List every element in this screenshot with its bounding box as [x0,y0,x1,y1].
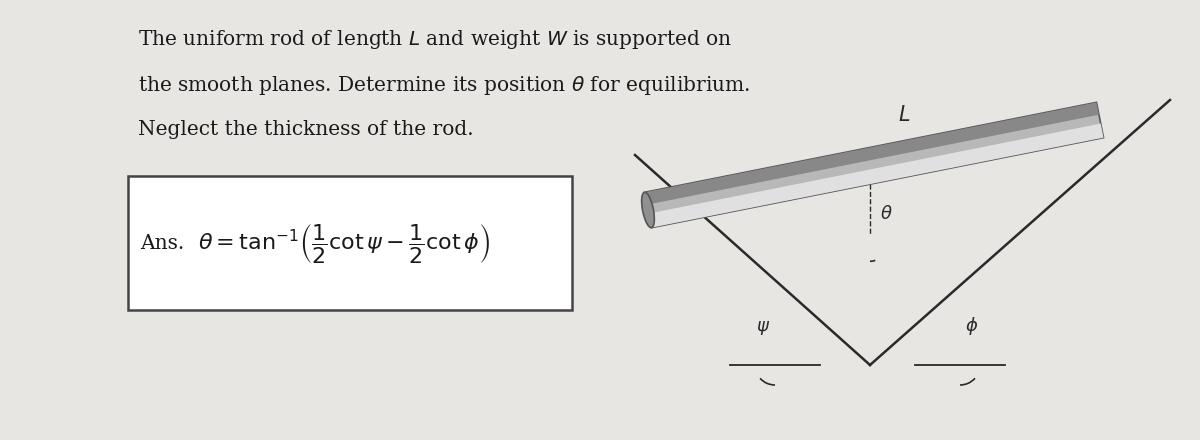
Text: $\psi$: $\psi$ [756,319,770,337]
Text: the smooth planes. Determine its position $\theta$ for equilibrium.: the smooth planes. Determine its positio… [138,74,750,97]
Text: $L$: $L$ [898,105,910,125]
Polygon shape [649,124,1104,227]
Text: Neglect the thickness of the rod.: Neglect the thickness of the rod. [138,120,474,139]
FancyBboxPatch shape [128,176,572,310]
Text: The uniform rod of length $L$ and weight $W$ is supported on: The uniform rod of length $L$ and weight… [138,28,732,51]
Polygon shape [644,103,1099,205]
Polygon shape [644,103,1104,227]
Text: $\phi$: $\phi$ [965,315,979,337]
Ellipse shape [642,192,654,227]
Text: Ans.: Ans. [140,234,185,253]
Text: $\theta$: $\theta$ [880,205,893,223]
Text: $\theta = \tan^{-1}\!\left(\dfrac{1}{2}\cot\psi - \dfrac{1}{2}\cot\phi\right)$: $\theta = \tan^{-1}\!\left(\dfrac{1}{2}\… [198,221,490,264]
